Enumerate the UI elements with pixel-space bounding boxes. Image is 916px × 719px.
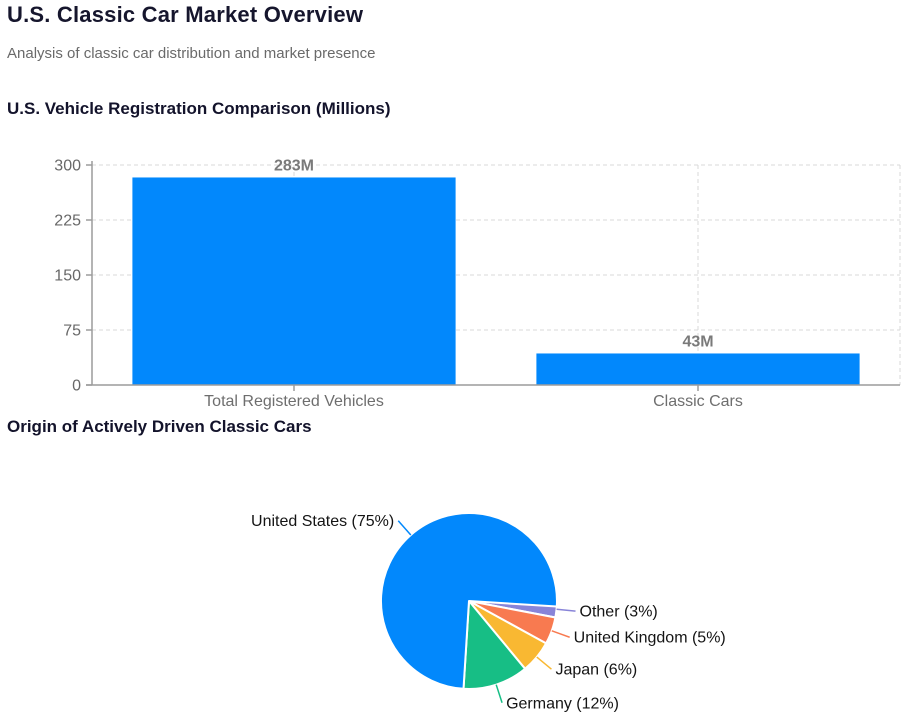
pie-slice-germany[interactable] [462, 600, 527, 690]
pie-chart-title: Origin of Actively Driven Classic Cars [7, 417, 312, 436]
x-category-label: Classic Cars [653, 393, 743, 410]
pie-label-united-states: United States (75%) [251, 513, 394, 530]
bar-1[interactable] [536, 353, 860, 385]
y-axis-tick-label: 300 [54, 158, 81, 175]
page-subtitle: Analysis of classic car distribution and… [7, 45, 376, 62]
pie-leader-line [495, 684, 503, 703]
x-category-label: Total Registered Vehicles [204, 393, 384, 410]
y-axis-tick-label: 75 [63, 323, 81, 340]
pie-leader-line [556, 608, 576, 612]
bar-chart: 283M Total Registered Vehicles 43M Classic … [54, 157, 901, 410]
page-title: U.S. Classic Car Market Overview [7, 2, 364, 27]
pie-label-germany: Germany (12%) [506, 695, 619, 712]
bar-value-label: 43M [682, 333, 713, 350]
y-axis-tick-label: 0 [72, 378, 81, 395]
bar-0[interactable] [132, 177, 456, 385]
pie-label-japan: Japan (6%) [555, 662, 637, 679]
pie-leader-line [536, 656, 552, 670]
pie-leader-line [397, 520, 412, 536]
pie-leader-line [551, 630, 570, 638]
y-axis-tick-label: 150 [54, 268, 81, 285]
y-axis-tick-label: 225 [54, 213, 81, 230]
bar-chart-title: U.S. Vehicle Registration Comparison (Mi… [7, 99, 391, 118]
pie-label-united-kingdom: United Kingdom (5%) [574, 630, 726, 647]
bar-value-label: 283M [274, 157, 314, 174]
pie-chart: Other (3%) United Kingdom (5%) Japan (6%) G… [251, 511, 726, 712]
pie-label-other: Other (3%) [580, 604, 658, 621]
